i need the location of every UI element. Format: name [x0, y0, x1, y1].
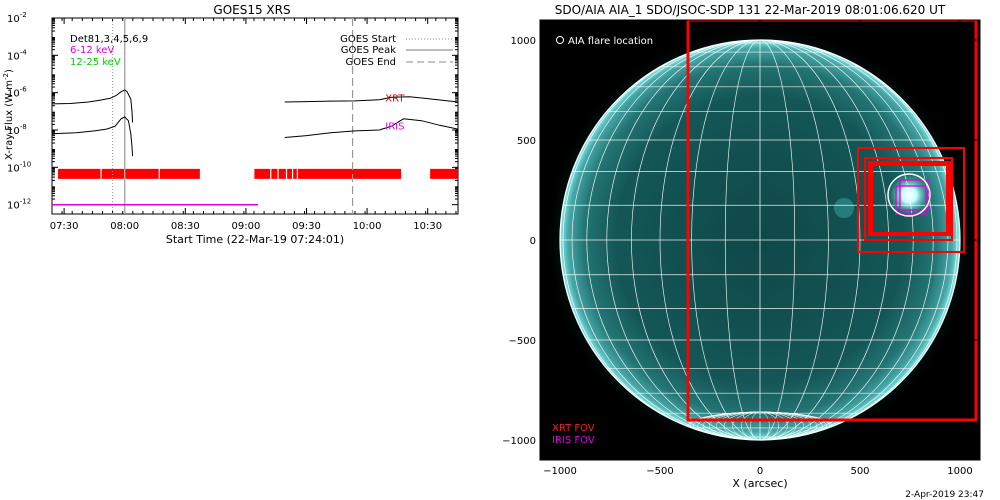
x-tick-label: 500	[850, 466, 869, 477]
longitude-line	[562, 40, 958, 440]
legend-detectors: Det81,3,4,5,6,9	[70, 34, 148, 45]
x-tick-label: 0	[757, 466, 763, 477]
goes-xrs-chart: GOES15 XRS 10-12 10-10 10-8 10-6 10-4 10-2 07…	[2, 3, 459, 246]
xrt-fov-box	[686, 20, 978, 422]
series-line-0	[51, 89, 134, 123]
legend-goes-peak: GOES Peak	[341, 45, 396, 56]
coverage-bar	[271, 168, 278, 179]
x-tick-label: 1000	[947, 466, 972, 477]
xrt-fov-box	[871, 164, 948, 234]
iris-fov-legend: IRIS FOV	[552, 435, 595, 446]
coverage-bar	[159, 168, 200, 179]
marker-xrt: XRT	[385, 93, 405, 104]
footer-timestamp: 2-Apr-2019 23:47	[905, 490, 984, 500]
y-tick-label: 10-10	[7, 160, 31, 174]
x-axis-label: X (arcsec)	[732, 477, 787, 490]
marker-iris: IRIS	[385, 121, 404, 132]
x-tick-label: 09:30	[292, 221, 321, 232]
aia-solar-image: SDO/AIA AIA_1 SDO/JSOC-SDP 131 22-Mar-20…	[502, 3, 984, 500]
active-region-secondary	[834, 198, 854, 218]
flare-legend-label: AIA flare location	[568, 36, 653, 47]
y-tick-label: 10-6	[7, 86, 27, 100]
coverage-bar	[278, 168, 286, 179]
series-line-2	[51, 116, 134, 157]
legend-goes-start: GOES Start	[340, 34, 396, 45]
y-axis-ticks: 10-12 10-10 10-8 10-6 10-4 10-2	[7, 11, 458, 212]
x-tick-label: 09:00	[231, 221, 260, 232]
x-tick-label: −500	[646, 466, 673, 477]
iris-fov-box	[899, 179, 929, 211]
chart-title: SDO/AIA AIA_1 SDO/JSOC-SDP 131 22-Mar-20…	[555, 3, 946, 17]
y-tick-label: 500	[517, 136, 536, 147]
y-tick-label: 10-2	[7, 11, 27, 25]
y-tick-label: −1000	[502, 436, 536, 447]
series-line-3	[284, 118, 459, 138]
plot-area: XRT IRIS	[51, 18, 459, 214]
xrt-fov-box	[864, 157, 953, 241]
x-axis-ticks: 07:30 08:00 08:30 09:00 09:30 10:00 10:30	[50, 18, 457, 232]
y-tick-label: −500	[509, 336, 536, 347]
flare-location-marker	[887, 173, 931, 217]
coverage-bar	[101, 168, 159, 179]
xrt-fov-legend: XRT FOV	[552, 423, 595, 434]
legend-12-25kev: 12-25 keV	[70, 57, 121, 68]
flare-legend-icon	[556, 36, 564, 44]
coverage-bar	[430, 168, 458, 179]
y-axis-label: X-ray Flux (W m-2)	[2, 69, 15, 160]
polar-grid-line	[750, 411, 770, 440]
coverage-bar	[58, 168, 101, 179]
longitude-line	[724, 40, 796, 440]
coverage-bar	[254, 168, 271, 179]
x-tick-label: 10:00	[353, 221, 382, 232]
iris-fov-box	[895, 185, 927, 215]
xrt-fov-box	[857, 147, 965, 253]
solar-limb	[559, 39, 961, 441]
longitude-line	[659, 40, 861, 440]
plot-frame	[51, 17, 459, 215]
x-tick-label: 07:30	[50, 221, 79, 232]
legend-6-12kev: 6-12 keV	[70, 45, 114, 56]
coverage-bar	[287, 168, 292, 179]
chart-title: GOES15 XRS	[213, 3, 290, 17]
x-tick-label: 10:30	[413, 221, 442, 232]
y-tick-label: 10-8	[7, 123, 27, 137]
x-tick-label: 08:30	[171, 221, 200, 232]
y-tick-label: 1000	[511, 36, 536, 47]
legend-goes-end: GOES End	[346, 57, 396, 68]
y-tick-label: 10-12	[7, 198, 31, 212]
x-axis-label: Start Time (22-Mar-19 07:24:01)	[166, 233, 344, 246]
y-tick-label: 0	[530, 236, 536, 247]
y-tick-label: 10-4	[7, 48, 27, 62]
x-axis-ticks: −1000 −500 0 500 1000	[539, 20, 981, 477]
heliographic-grid	[560, 40, 960, 440]
coverage-bar	[293, 168, 297, 179]
longitude-line	[691, 40, 829, 440]
x-tick-label: −1000	[543, 466, 577, 477]
coverage-bar	[298, 168, 402, 179]
y-axis-ticks: −1000 −500 0 500 1000	[502, 19, 980, 461]
fov-boxes	[686, 20, 978, 422]
x-tick-label: 08:00	[110, 221, 139, 232]
series-line-1	[284, 96, 459, 103]
